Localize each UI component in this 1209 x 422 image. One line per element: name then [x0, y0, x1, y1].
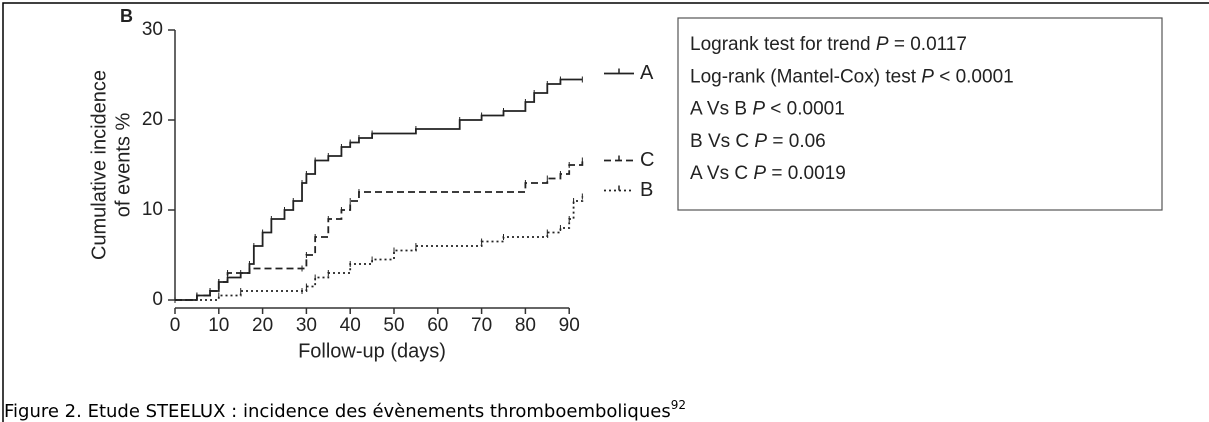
- stats-part: Logrank test for trend: [690, 34, 876, 55]
- x-tick-label: 40: [340, 315, 361, 336]
- stats-part: P: [752, 99, 765, 120]
- series-label: C: [640, 149, 654, 171]
- x-tick-label: 0: [170, 315, 181, 336]
- stats-part: P: [754, 131, 767, 152]
- stats-part: P: [753, 163, 766, 184]
- stats-part: A Vs C: [690, 163, 753, 184]
- stats-part: = 0.06: [767, 131, 826, 152]
- stats-part: A Vs B: [690, 99, 752, 120]
- x-tick-label: 10: [208, 315, 229, 336]
- stats-part: < 0.0001: [765, 99, 845, 120]
- x-tick-label: 20: [252, 315, 273, 336]
- y-tick-label: 20: [142, 109, 163, 130]
- x-tick-label: 60: [427, 315, 448, 336]
- y-tick-label: 0: [152, 289, 163, 310]
- stats-part: P: [876, 34, 889, 55]
- caption: Figure 2. Etude STEELUX : incidence des …: [4, 398, 686, 422]
- y-tick-label: 10: [142, 199, 163, 220]
- y-tick-label: 30: [142, 19, 163, 40]
- stats-line: Log-rank (Mantel-Cox) test P < 0.0001: [690, 66, 1014, 87]
- stats-line: A Vs B P < 0.0001: [690, 99, 845, 120]
- series-label: A: [640, 62, 654, 84]
- stats-line: B Vs C P = 0.06: [690, 131, 826, 152]
- x-tick-label: 50: [383, 315, 404, 336]
- stats-part: B Vs C: [690, 131, 754, 152]
- panel-label: B: [120, 6, 133, 26]
- km-curve: [175, 160, 584, 301]
- stats-box: [677, 17, 1163, 211]
- x-tick-label: 80: [515, 315, 536, 336]
- stats-part: Log-rank (Mantel-Cox) test: [690, 66, 921, 87]
- stats-line: Logrank test for trend P = 0.0117: [690, 34, 967, 55]
- stats-part: = 0.0019: [766, 163, 846, 184]
- x-axis-title: Follow-up (days): [298, 340, 446, 362]
- y-axis-title: Cumulative incidence: [88, 70, 110, 260]
- stats-part: < 0.0001: [934, 66, 1014, 87]
- stats-line: A Vs C P = 0.0019: [690, 163, 846, 184]
- y-axis-title: of events %: [112, 113, 134, 218]
- km-curve: [175, 78, 583, 301]
- stats-part: = 0.0117: [889, 34, 967, 55]
- stats-part: P: [921, 66, 934, 87]
- caption-sup: 92: [671, 398, 686, 412]
- x-tick-label: 90: [559, 315, 580, 336]
- km-curve: [175, 196, 584, 301]
- x-tick-label: 30: [296, 315, 317, 336]
- series-label: B: [640, 179, 653, 201]
- caption-text: Figure 2. Etude STEELUX : incidence des …: [4, 401, 671, 422]
- x-tick-label: 70: [471, 315, 492, 336]
